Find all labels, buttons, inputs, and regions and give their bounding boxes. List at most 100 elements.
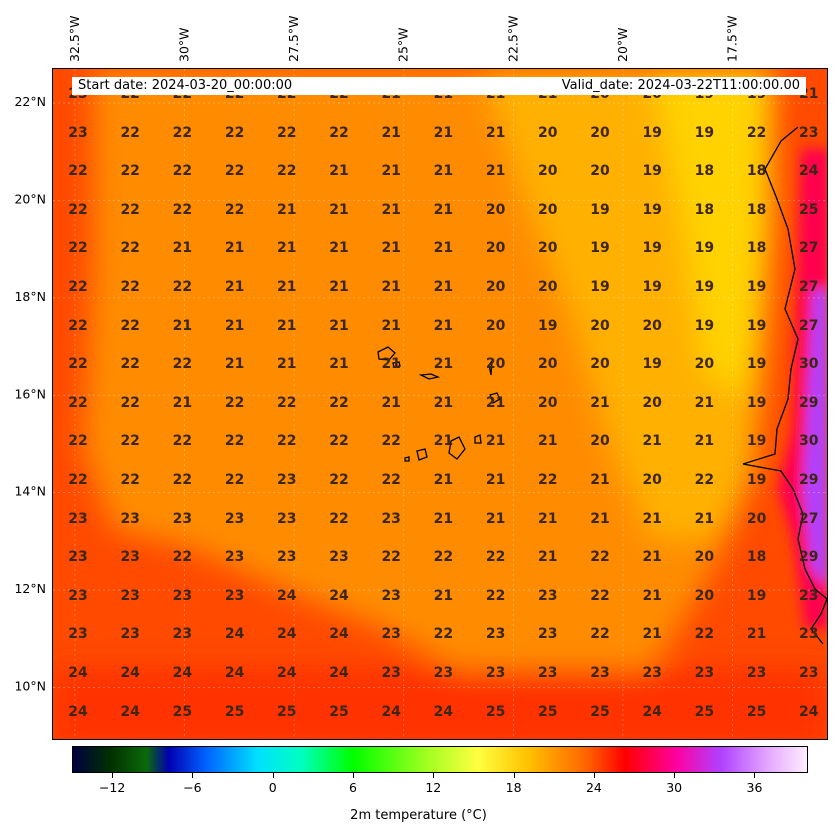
latitude-label: 16°N (14, 386, 46, 402)
temperature-value: 20 (642, 317, 662, 334)
temperature-value: 23 (329, 549, 349, 566)
temperature-value: 22 (224, 472, 245, 488)
temperature-value: 22 (277, 163, 297, 180)
temperature-value: 22 (68, 201, 88, 218)
temperature-value: 22 (120, 201, 140, 218)
temperature-value: 22 (277, 124, 297, 141)
temperature-value: 21 (433, 317, 454, 334)
temperature-value: 21 (433, 433, 454, 450)
temperature-map (53, 69, 827, 739)
temperature-value: 21 (381, 394, 401, 411)
temperature-value: 21 (381, 240, 401, 257)
temperature-value: 19 (746, 279, 767, 295)
temperature-value: 23 (172, 626, 193, 643)
temperature-value: 21 (433, 201, 454, 218)
temperature-value: 18 (746, 163, 767, 180)
colorbar-tick-label: 18 (505, 780, 522, 795)
temperature-value: 25 (277, 703, 297, 720)
temperature-value: 22 (172, 549, 193, 566)
colorbar-tick (192, 773, 194, 778)
gridlines (53, 69, 827, 739)
island-santiago (448, 436, 466, 460)
temperature-value: 30 (799, 356, 819, 373)
temperature-value: 19 (694, 240, 715, 257)
temperature-value: 23 (799, 124, 819, 141)
temperature-value: 21 (381, 317, 401, 334)
temperature-value: 29 (799, 549, 819, 566)
temperature-value: 21 (433, 279, 454, 295)
temperature-value: 22 (68, 394, 88, 411)
temperature-value: 18 (746, 549, 767, 566)
temperature-value: 19 (538, 317, 558, 334)
temperature-value: 23 (277, 472, 297, 488)
temperature-value: 22 (172, 433, 193, 450)
temperature-value: 21 (277, 279, 297, 295)
temperature-value: 23 (485, 626, 506, 643)
temperature-value: 21 (590, 510, 610, 527)
island-fogo (416, 448, 428, 461)
temperature-value: 21 (381, 163, 401, 180)
colorbar-tick-label: −12 (98, 780, 126, 795)
island-brava (404, 456, 410, 462)
latitude-label: 22°N (14, 94, 46, 110)
temperature-value: 22 (120, 433, 140, 450)
temperature-value: 21 (538, 433, 558, 450)
temperature-value: 22 (172, 124, 193, 141)
island-maio (474, 434, 482, 444)
temperature-value: 24 (642, 703, 662, 720)
temperature-value: 21 (329, 279, 349, 295)
colorbar-tick (272, 773, 274, 778)
temperature-value: 23 (172, 510, 193, 527)
temperature-value: 20 (538, 240, 558, 257)
temperature-value: 22 (224, 201, 245, 218)
land-very-hot (803, 289, 827, 587)
temperature-value: 22 (120, 317, 140, 334)
colorbar-tick-label: −6 (183, 780, 202, 795)
temperature-value: 18 (694, 201, 715, 218)
temperature-value: 23 (538, 626, 558, 643)
temperature-value: 22 (485, 549, 506, 566)
temperature-value: 19 (642, 356, 662, 373)
temperature-value: 22 (172, 356, 193, 373)
temperature-value: 22 (590, 549, 610, 566)
temperature-value: 25 (172, 703, 193, 720)
temperature-value: 20 (694, 549, 715, 566)
temperature-value: 22 (329, 433, 349, 450)
temperature-value: 25 (485, 703, 506, 720)
temperature-value: 22 (746, 124, 767, 141)
temperature-value: 22 (381, 549, 401, 566)
temperature-value: 19 (746, 394, 767, 411)
temperature-value: 21 (172, 317, 193, 334)
temperature-value: 19 (746, 587, 767, 604)
temperature-value: 24 (277, 665, 297, 681)
temperature-value: 20 (590, 163, 610, 180)
temperature-value: 30 (799, 433, 819, 450)
temperature-value: 20 (642, 472, 662, 488)
temperature-value: 22 (224, 433, 245, 450)
longitude-label: 17.5°W (724, 15, 740, 62)
temperature-value: 22 (329, 510, 349, 527)
map-panel (52, 68, 828, 740)
temperature-value: 22 (694, 472, 715, 488)
temperature-value: 22 (68, 356, 88, 373)
temperature-value: 21 (277, 356, 297, 373)
temperature-value: 29 (799, 472, 819, 488)
colorbar-title: 2m temperature (°C) (350, 808, 487, 823)
temperature-value: 23 (224, 549, 245, 566)
temperature-value: 20 (485, 356, 506, 373)
temperature-value: 22 (224, 163, 245, 180)
temperature-value: 23 (799, 587, 819, 604)
colorbar-tick-label: 0 (268, 780, 277, 795)
longitude-label: 25°W (395, 27, 411, 62)
temperature-value: 27 (799, 240, 819, 257)
temperature-value: 21 (224, 317, 245, 334)
temperature-value: 23 (433, 665, 454, 681)
temperature-value: 22 (381, 433, 401, 450)
temperature-value: 21 (485, 124, 506, 141)
temperature-value: 20 (538, 394, 558, 411)
temperature-value: 21 (329, 201, 349, 218)
temperature-value: 23 (694, 665, 715, 681)
temperature-value: 21 (329, 163, 349, 180)
island-sal (488, 358, 493, 376)
temperature-value: 20 (485, 279, 506, 295)
